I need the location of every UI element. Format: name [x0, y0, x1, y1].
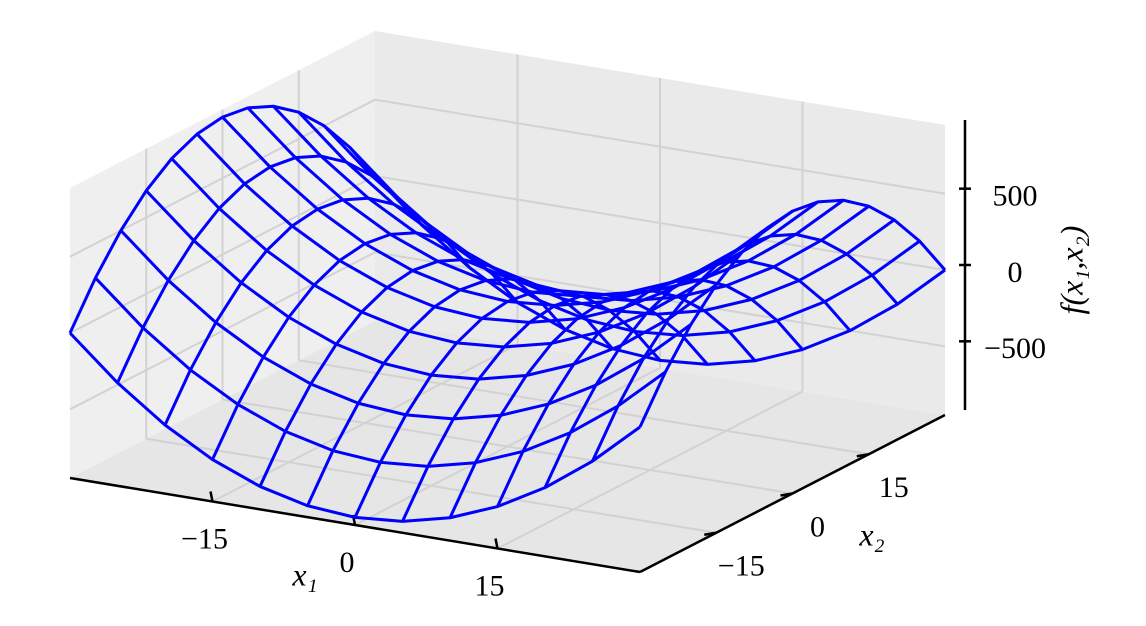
x-tick	[209, 491, 214, 502]
grid-line	[69, 175, 376, 334]
grid-line	[374, 175, 946, 271]
x-tick-label: 15	[475, 569, 505, 602]
wire-y	[68, 104, 377, 334]
wire-y	[401, 293, 709, 523]
grid-line	[69, 251, 376, 411]
x-tick	[494, 538, 499, 549]
wire-y	[638, 198, 947, 428]
grid-line	[222, 398, 793, 495]
x-axis-label: x₁	[291, 556, 317, 592]
z-tick-label: 500	[993, 180, 1038, 213]
y-axis-label: x₂	[858, 516, 884, 552]
y-tick	[856, 453, 869, 458]
x-tick-label: −15	[181, 522, 228, 555]
y-tick-label: 15	[879, 471, 909, 504]
y-tick-label: −15	[718, 550, 765, 583]
wire-y	[306, 277, 614, 507]
z-axis-label: f(x₁,x₂)	[1053, 226, 1089, 315]
wire-y	[448, 289, 757, 519]
y-tick	[780, 492, 793, 497]
x-tick-label: 0	[340, 546, 355, 579]
wire-y	[496, 278, 804, 508]
wire-y	[163, 196, 472, 426]
y-tick	[704, 531, 717, 536]
grid-line	[374, 98, 946, 195]
z-tick-label: −500	[984, 332, 1046, 365]
wire-y	[353, 289, 662, 518]
wire-y	[116, 154, 424, 384]
wire-y	[211, 231, 519, 461]
y-tick-label: 0	[810, 510, 825, 543]
wire-y	[591, 232, 899, 462]
wire-y	[543, 259, 852, 489]
z-tick-label: 0	[1008, 256, 1023, 289]
grid-line	[146, 437, 717, 534]
